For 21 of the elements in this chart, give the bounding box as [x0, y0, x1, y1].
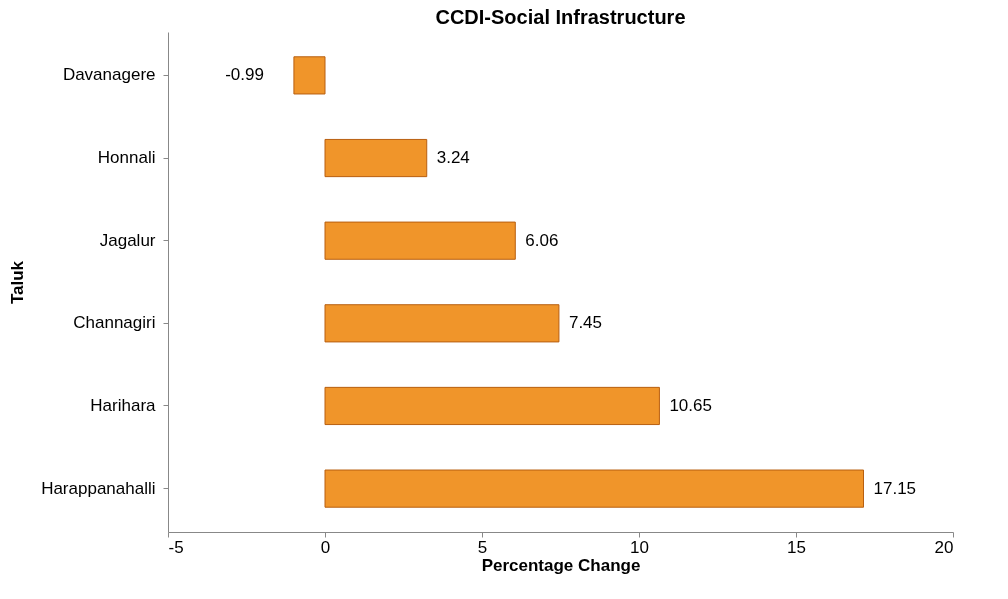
x-tick-label: 15	[787, 537, 806, 557]
y-axis-title: Taluk	[8, 260, 28, 305]
y-tick-label: Harappanahalli	[41, 478, 156, 498]
y-tick-label: Honnali	[97, 148, 156, 168]
x-tick-label: 10	[630, 537, 649, 557]
x-axis-title: Percentage Change	[481, 555, 641, 575]
x-tick-label: 0	[320, 537, 331, 557]
data-label: 7.45	[568, 313, 603, 333]
x-tick-label: 20	[934, 537, 954, 557]
y-tick-label: Davanagere	[62, 65, 156, 85]
data-label: 6.06	[525, 230, 559, 250]
y-tick-label: Jagalur	[99, 230, 156, 250]
chart-title: CCDI-Social Infrastructure	[435, 6, 686, 28]
x-tick-label: 5	[477, 537, 488, 557]
y-tick-label: Harihara	[90, 395, 157, 415]
x-tick-label: -5	[168, 537, 184, 557]
y-tick-label: Channagiri	[73, 313, 156, 333]
data-label: 10.65	[669, 395, 712, 415]
data-label: 3.24	[436, 148, 470, 168]
data-label: 17.15	[873, 478, 917, 498]
data-label: -0.99	[225, 65, 264, 85]
